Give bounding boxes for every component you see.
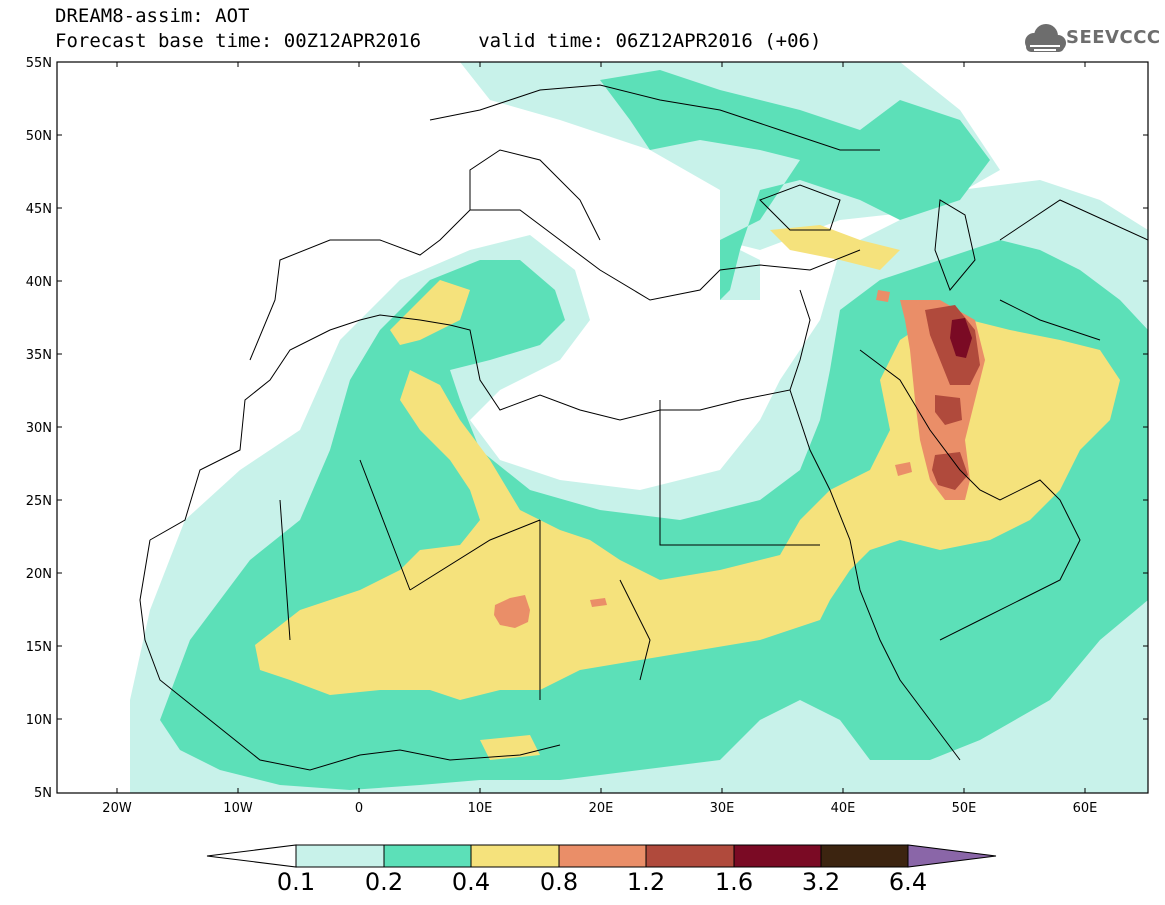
colorbar-label: 0.2: [364, 868, 404, 896]
lat-label: 15N: [26, 640, 52, 655]
aot-shading: [57, 62, 1148, 793]
lon-label: 10W: [223, 801, 253, 816]
colorbar-swatch: [733, 844, 822, 868]
lat-label: 20N: [26, 567, 52, 582]
colorbar-swatch: [295, 844, 385, 868]
colorbar-label: 6.4: [888, 868, 928, 896]
colorbar-label: 3.2: [801, 868, 841, 896]
lat-label: 5N: [34, 786, 52, 801]
colorbar-label: 0.8: [539, 868, 579, 896]
lon-label: 50E: [952, 801, 977, 816]
lat-label: 30N: [26, 421, 52, 436]
lat-axis: 55N 50N 45N 40N 35N 30N 25N 20N 15N 10N …: [26, 56, 1148, 801]
lon-axis: 20W 10W 0 10E 20E 30E 40E 50E 60E: [102, 62, 1097, 816]
colorbar-label: 0.4: [451, 868, 491, 896]
lon-label: 20E: [589, 801, 614, 816]
colorbar-swatch: [470, 844, 560, 868]
forecast-times: Forecast base time: 00Z12APR2016 valid t…: [55, 30, 822, 52]
lat-label: 55N: [26, 56, 52, 71]
colorbar-swatch: [645, 844, 735, 868]
cloud-icon: [1025, 24, 1066, 52]
lon-label: 20W: [102, 801, 132, 816]
lon-label: 0: [355, 801, 363, 816]
lat-label: 50N: [26, 129, 52, 144]
map-title: DREAM8-assim: AOT: [55, 5, 250, 27]
colorbar-label: 0.1: [276, 868, 316, 896]
lon-label: 30E: [710, 801, 735, 816]
lon-label: 60E: [1073, 801, 1098, 816]
colorbar-swatch: [820, 844, 909, 868]
lat-label: 10N: [26, 713, 52, 728]
logo-text: SEEVCCC: [1066, 27, 1161, 48]
colorbar: [206, 844, 997, 868]
colorbar-max-arrow: [907, 844, 997, 868]
colorbar-label: 1.2: [626, 868, 666, 896]
colorbar-swatch: [558, 844, 647, 868]
colorbar-min-arrow: [206, 844, 297, 868]
lat-label: 45N: [26, 202, 52, 217]
colorbar-swatch: [383, 844, 472, 868]
lat-label: 40N: [26, 275, 52, 290]
lon-label: 40E: [831, 801, 856, 816]
lat-label: 35N: [26, 348, 52, 363]
colorbar-label: 1.6: [714, 868, 754, 896]
lon-label: 10E: [468, 801, 493, 816]
lat-label: 25N: [26, 494, 52, 509]
